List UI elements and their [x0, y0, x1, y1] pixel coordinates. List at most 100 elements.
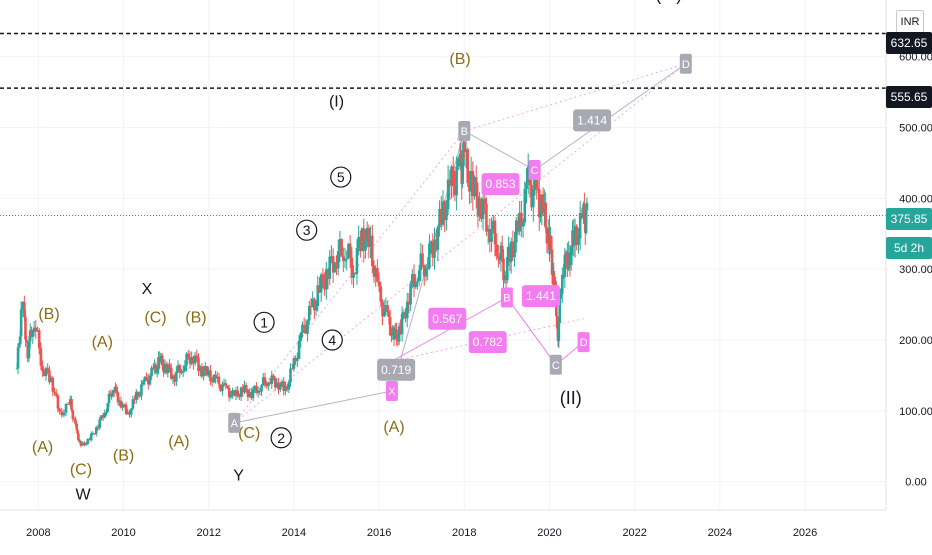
price-tick-label: 500.00: [899, 123, 932, 135]
candle-body: [451, 166, 455, 187]
candle-body: [197, 357, 200, 371]
time-tick-label: 2016: [367, 527, 391, 539]
candle-body: [164, 364, 168, 374]
candle-body: [537, 189, 541, 218]
candle-body: [160, 355, 164, 366]
candle-body: [535, 179, 539, 188]
harmonic-dotted: [464, 63, 686, 132]
candle-body: [533, 179, 537, 191]
harmonic-dotted: [233, 130, 465, 424]
candle-body: [145, 376, 148, 380]
candle-body: [60, 411, 64, 416]
candle-body: [468, 183, 471, 192]
candle-body: [379, 286, 383, 302]
candle-body: [319, 274, 323, 293]
candle-body: [128, 412, 131, 415]
ratio-badge: [481, 173, 520, 196]
candle-body: [338, 239, 342, 252]
candle-body: [446, 179, 450, 210]
candle-body: [111, 390, 115, 396]
candle-body: [272, 375, 275, 379]
candle-body: [66, 404, 70, 406]
candle-body: [109, 393, 112, 396]
candle-body: [91, 433, 95, 435]
candle-body: [569, 246, 573, 266]
candle-body: [550, 249, 554, 275]
point-badge-label: C: [552, 360, 560, 372]
candle-body: [115, 387, 119, 393]
candle-body: [466, 149, 470, 184]
candle-body: [169, 367, 173, 379]
candle-body: [360, 228, 364, 252]
candle-body: [244, 385, 248, 390]
wave-label: (II): [560, 388, 582, 408]
candle-body: [419, 253, 423, 271]
candle-body: [62, 412, 66, 416]
candle-body: [101, 415, 105, 418]
candle-body: [32, 327, 36, 332]
candle-body: [365, 227, 369, 242]
candle-body: [107, 393, 111, 404]
candle-body: [302, 324, 306, 326]
candle-body: [555, 316, 559, 329]
candle-body: [532, 190, 535, 208]
candle-body: [41, 365, 44, 372]
candle-body: [521, 222, 525, 227]
candle-body: [359, 236, 362, 252]
ratio-badge-label: 0.719: [381, 363, 411, 377]
candle-body: [486, 228, 490, 232]
candle-body: [204, 366, 207, 372]
candle-body: [110, 395, 113, 397]
candle-body: [382, 307, 386, 317]
candle-body: [150, 367, 153, 376]
candle-body: [292, 357, 296, 369]
candle-body: [268, 382, 272, 384]
candle-body: [270, 375, 274, 384]
candle-body: [296, 358, 299, 362]
candle-body: [485, 203, 488, 232]
candle-body: [526, 166, 530, 183]
candle-body: [577, 238, 580, 245]
candle-body: [48, 370, 51, 383]
candle-body: [25, 339, 28, 342]
point-badge: [577, 332, 590, 353]
candle-body: [585, 202, 589, 211]
candle-body: [255, 386, 258, 393]
candle-body: [347, 243, 350, 259]
candle-body: [241, 387, 245, 393]
candle-body: [287, 382, 291, 390]
candle-body: [123, 404, 126, 406]
wave-label: (C): [238, 425, 260, 442]
candle-body: [311, 298, 314, 307]
candle-body: [258, 390, 262, 392]
candle-body: [70, 399, 73, 411]
candle-body: [121, 404, 124, 408]
candle-body: [340, 239, 343, 257]
candle-body: [192, 357, 195, 364]
ratio-badge-label: 0.853: [485, 177, 515, 191]
candle-body: [278, 383, 282, 390]
candle-body: [318, 285, 321, 293]
candle-body: [511, 241, 515, 258]
level-badge-555: 555.65: [886, 86, 932, 108]
candle-body: [422, 265, 426, 277]
candle-body: [476, 196, 480, 217]
candle-body: [23, 302, 26, 318]
candle-body: [155, 369, 159, 373]
label-layer: (B) (A) (C) W (A) (B) X (C) (A) (B) (C) Y (A) (B) (I) (…: [32, 0, 692, 503]
candle-body: [79, 441, 83, 446]
candle-body: [178, 365, 182, 373]
candle-body: [275, 382, 279, 388]
candle-body: [309, 306, 313, 308]
candle-body: [395, 329, 398, 339]
candle-body: [129, 408, 133, 415]
candle-body: [316, 285, 320, 307]
candle-body: [77, 433, 80, 441]
candle-body: [31, 331, 35, 337]
candle-body: [239, 387, 243, 397]
candle-body: [372, 266, 376, 277]
candle-body: [314, 306, 318, 311]
point-badge-label: C: [531, 165, 539, 177]
